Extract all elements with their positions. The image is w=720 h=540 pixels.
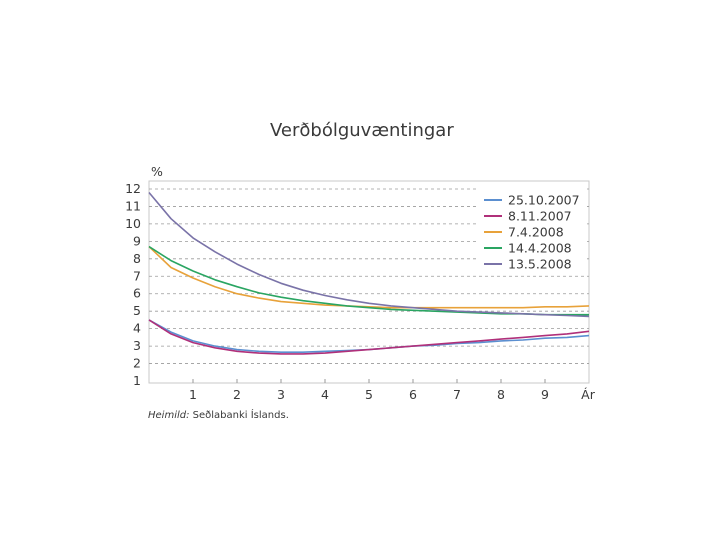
series-line-3 bbox=[148, 246, 590, 309]
y-axis-unit-label: % bbox=[151, 164, 163, 179]
x-tick-label-8: 8 bbox=[497, 387, 505, 402]
source-text: Seðlabanki Íslands. bbox=[189, 408, 288, 421]
x-tick-label-5: 5 bbox=[365, 387, 373, 402]
legend-label-2: 8.11.2007 bbox=[508, 209, 572, 224]
x-tick-label-1: 1 bbox=[189, 387, 197, 402]
legend-label-4: 14.4.2008 bbox=[508, 241, 572, 256]
x-tick-label-2: 2 bbox=[233, 387, 241, 402]
x-axis-unit-label: Ár bbox=[581, 387, 596, 402]
source-prefix: Heimild: bbox=[148, 410, 189, 421]
x-tick-label-7: 7 bbox=[453, 387, 461, 402]
series-line-2 bbox=[148, 319, 590, 355]
x-tick-label-3: 3 bbox=[277, 387, 285, 402]
legend-label-1: 25.10.2007 bbox=[508, 193, 580, 208]
legend-label-3: 7.4.2008 bbox=[508, 225, 564, 240]
y-tick-label-4: 4 bbox=[133, 321, 141, 336]
source-note: Heimild: Seðlabanki Íslands. bbox=[148, 408, 289, 421]
y-tick-label-1: 1 bbox=[133, 373, 141, 388]
y-tick-label-8: 8 bbox=[133, 251, 141, 266]
x-tick-label-4: 4 bbox=[321, 387, 329, 402]
x-tick-label-9: 9 bbox=[541, 387, 549, 402]
y-tick-label-9: 9 bbox=[133, 233, 141, 248]
y-tick-label-5: 5 bbox=[133, 303, 141, 318]
y-tick-label-6: 6 bbox=[133, 286, 141, 301]
chart-title: Verðbólguvæntingar bbox=[270, 120, 454, 141]
series-lines bbox=[148, 191, 590, 355]
series-line-5 bbox=[148, 191, 590, 318]
y-tick-label-2: 2 bbox=[133, 356, 141, 371]
y-tick-label-10: 10 bbox=[125, 216, 141, 231]
legend: 25.10.20078.11.20077.4.200814.4.200813.5… bbox=[484, 193, 580, 272]
y-tick-label-7: 7 bbox=[133, 268, 141, 283]
x-tick-labels: 1 2 3 4 5 6 7 8 9 bbox=[189, 379, 549, 402]
y-tick-label-12: 12 bbox=[125, 181, 141, 196]
y-tick-label-3: 3 bbox=[133, 338, 141, 353]
x-tick-label-6: 6 bbox=[409, 387, 417, 402]
y-tick-label-11: 11 bbox=[125, 198, 141, 213]
legend-label-5: 13.5.2008 bbox=[508, 257, 572, 272]
